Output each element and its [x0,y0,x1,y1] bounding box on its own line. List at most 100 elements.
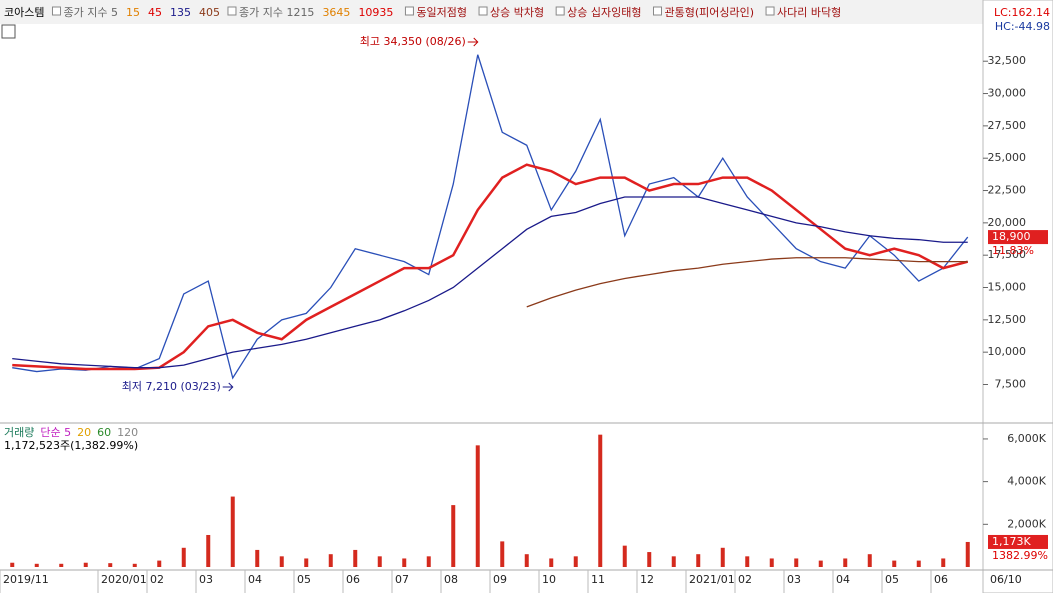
volume-bar [867,554,872,567]
y-tick-label: 15,000 [988,281,1027,294]
toolbar-item: 코아스템 [4,6,44,19]
volume-bar [304,558,309,567]
toolbar-item: 사다리 바닥형 [777,6,841,19]
volume-bar [500,541,505,567]
toolbar-item: 135 [170,6,191,19]
volume-bar [622,545,627,567]
y-tick-label: 27,500 [988,119,1027,132]
x-tick-label: 03 [199,573,213,586]
x-tick-label: 02 [738,573,752,586]
volume-bar [230,496,235,567]
volume-bar [720,547,725,567]
volume-bar [206,534,211,567]
legend-item: 거래량 [4,426,34,439]
toolbar-item: 15 [126,6,140,19]
y-tick-label: 25,000 [988,151,1027,164]
y-tick-label: 32,500 [988,54,1027,67]
volume-bar [745,556,750,567]
last-price-change: 11.83% [992,244,1034,257]
volume-bar [255,549,260,567]
volume-bar [524,554,529,567]
max-annotation: 최고 34,350 (08/26) [360,35,466,48]
volume-bar [157,560,162,567]
price-line [12,163,969,371]
volume-bar [475,445,480,567]
toolbar-item: 종가 지수 1215 [239,6,314,19]
checkbox [555,6,565,16]
x-tick-label: 04 [836,573,850,586]
lc-label: LC:162.14 [994,6,1050,19]
volume-title: 1,172,523주(1,382.99%) [4,439,138,452]
y-tick-label: 7,500 [995,377,1027,390]
hc-label: HC:-44.98 [995,20,1050,33]
y-tick-label: 30,000 [988,87,1027,100]
toolbar-item: 10935 [358,6,393,19]
right-axis [982,0,1053,593]
toolbar-item: 상승 십자잉태형 [567,6,641,19]
volume-bar [892,560,897,567]
min-annotation: 최저 7,210 (03/23) [122,380,221,393]
last-date: 06/10 [990,573,1022,586]
checkbox [478,6,488,16]
volume-bar [573,556,578,567]
y-tick-label: 4,000K [1007,475,1046,488]
volume-bar [671,556,676,567]
volume-bar [916,560,921,567]
x-tick-label: 05 [885,573,899,586]
volume-bar [965,541,970,567]
x-tick-label: 09 [493,573,507,586]
volume-bar [377,556,382,567]
y-tick-label: 17,500 [988,248,1027,261]
volume-bar [353,549,358,567]
x-tick-label: 06 [346,573,360,586]
toolbar-item: 관통형(피어싱라인) [665,6,755,19]
y-tick-label: 2,000K [1007,517,1046,530]
legend-item: 60 [97,426,111,439]
volume-bar [598,434,603,567]
max-arrow [467,37,479,47]
volume-bar [941,558,946,567]
x-tick-label: 06 [934,573,948,586]
toolbar [0,0,983,24]
volume-bar [132,563,137,567]
volume-bar [696,554,701,567]
checkbox [51,6,61,16]
legend-item: 20 [77,426,91,439]
volume-bar [549,558,554,567]
toolbar-item: 종가 지수 5 [63,6,117,19]
x-tick-label: 04 [248,573,262,586]
volume-bar [181,547,186,567]
volume-bar [328,554,333,567]
volume-bar [794,558,799,567]
y-tick-label: 20,000 [988,216,1027,229]
x-tick-label: 2019/11 [3,573,49,586]
volume-bar [647,552,652,567]
volume-bar [34,563,39,567]
x-tick-label: 11 [591,573,605,586]
min-arrow [222,382,234,392]
table-icon[interactable] [1,24,16,39]
y-tick-label: 22,500 [988,184,1027,197]
last-volume-change: 1382.99% [992,549,1048,562]
checkbox [404,6,414,16]
last-volume-box [988,534,1048,549]
volume-bar [451,505,456,567]
x-tick-label: 05 [297,573,311,586]
checkbox [653,6,662,16]
checkbox [765,6,775,16]
volume-bar [426,556,431,567]
y-tick-label: 10,000 [988,345,1027,358]
volume-bar [818,560,823,567]
y-tick-label: 6,000K [1007,432,1046,445]
volume-bar [10,562,15,567]
volume-bar [769,558,774,567]
last-price-label: 18,900 [992,230,1031,243]
x-tick-label: 2020/01 [101,573,147,586]
x-tick-label: 12 [640,573,654,586]
volume-bar [83,562,88,567]
volume-bar [59,563,64,567]
checkbox [227,6,237,16]
price-line [12,196,968,369]
